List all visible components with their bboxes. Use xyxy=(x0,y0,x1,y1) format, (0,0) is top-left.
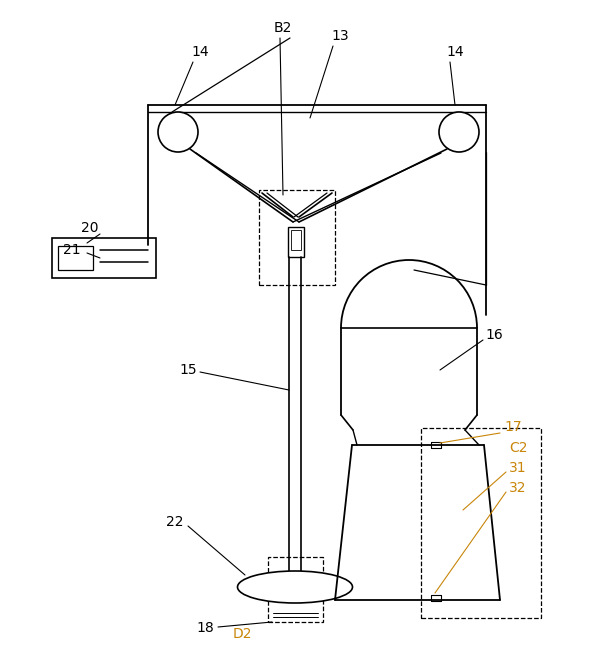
Text: B2: B2 xyxy=(274,21,292,35)
Text: 22: 22 xyxy=(166,515,184,529)
Bar xyxy=(291,230,301,250)
Text: 16: 16 xyxy=(485,328,503,342)
Circle shape xyxy=(439,112,479,152)
Text: 21: 21 xyxy=(63,243,81,257)
Text: 17: 17 xyxy=(504,420,522,434)
Text: 13: 13 xyxy=(331,29,349,43)
Ellipse shape xyxy=(237,571,353,603)
Text: 14: 14 xyxy=(191,45,209,59)
Bar xyxy=(259,190,335,285)
Text: C2: C2 xyxy=(509,441,527,455)
Text: 20: 20 xyxy=(81,221,99,235)
Text: D2: D2 xyxy=(232,627,252,641)
Text: 32: 32 xyxy=(509,481,526,495)
Bar xyxy=(421,428,541,618)
Circle shape xyxy=(158,112,198,152)
Text: 18: 18 xyxy=(196,621,214,635)
Bar xyxy=(288,227,304,257)
Text: 14: 14 xyxy=(446,45,464,59)
Bar xyxy=(268,557,323,622)
Text: 15: 15 xyxy=(179,363,197,377)
Bar xyxy=(52,238,156,278)
Text: 31: 31 xyxy=(509,461,527,475)
Bar xyxy=(58,246,93,270)
